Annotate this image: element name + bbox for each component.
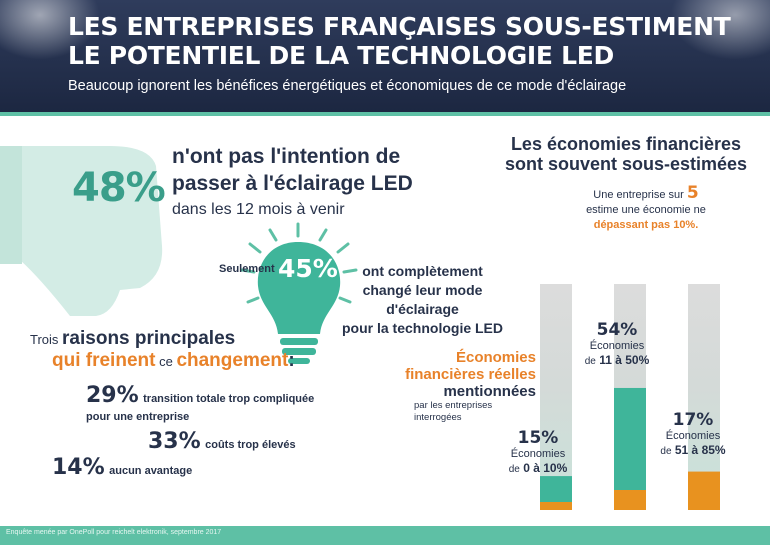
one-in-five-note: Une entreprise sur 5 estime une économie…	[540, 183, 752, 233]
reasons-intro-big: raisons principales	[62, 328, 236, 349]
bar-1-pct: 15%	[517, 428, 559, 448]
stat-48-line-1: n'ont pas l'intention de	[172, 145, 401, 168]
financial-title-line-1: Les économies financières	[510, 134, 742, 154]
bar-2-de: de	[584, 356, 596, 367]
reasons-intro2-big2: changement	[176, 350, 289, 371]
financial-title-line-2: sont souvent sous-estimées	[504, 154, 748, 174]
bar-2-base	[614, 490, 646, 510]
page-title: LES ENTREPRISES FRANÇAISES SOUS-ESTIMENT…	[68, 12, 731, 70]
bar-label-2: 54% Économies de 11 à 50%	[572, 320, 662, 367]
bar-label-1: 15% Économies de 0 à 10%	[496, 428, 580, 475]
stat-45-line-3: d'éclairage	[386, 301, 459, 317]
reason-3-pct: 14%	[52, 455, 105, 480]
stat-45-line-4: pour la technologie LED	[342, 320, 504, 336]
bar-2-pct: 54%	[596, 320, 638, 340]
teal-divider	[0, 112, 770, 116]
bar-fill-2	[614, 387, 646, 510]
source-note: Enquête menée par OnePoll pour reichelt …	[6, 529, 222, 536]
financial-title: Les économies financières sont souvent s…	[498, 134, 754, 174]
bar-label-3: 17% Économies de 51 à 85%	[650, 410, 736, 457]
bar-fill-3	[688, 471, 720, 510]
reasons-heading-1: Trois raisons principales	[30, 328, 235, 350]
stat-48-line-3: dans les 12 mois à venir	[172, 201, 345, 218]
one-in-five-pre: Une entreprise sur	[593, 189, 684, 201]
one-in-five-line-2: estime une économie ne	[586, 204, 706, 216]
reason-1-pct: 29%	[86, 383, 139, 408]
bar-2-eco: Économies	[589, 340, 645, 352]
reasons-colon: :	[288, 350, 295, 371]
stat-45-prefix: Seulement	[219, 263, 275, 275]
bar-3-de: de	[660, 446, 672, 457]
reasons-intro2-big1: qui freinent	[52, 350, 156, 371]
reason-1-text-1: transition totale trop compliquée	[143, 393, 315, 405]
page-subtitle: Beaucoup ignorent les bénéfices énergéti…	[68, 78, 627, 94]
bar-1-de: de	[508, 464, 520, 475]
spotlight-right	[670, 0, 770, 60]
reason-1: 29% transition totale trop compliquée	[86, 383, 314, 408]
footer-bar: Enquête menée par OnePoll pour reichelt …	[0, 526, 770, 545]
bar-3-pct: 17%	[672, 410, 714, 430]
one-in-five-line-3: dépassant pas 10%.	[593, 219, 699, 231]
stat-45-line-2: changé leur mode	[362, 282, 483, 298]
reasons-heading-2: qui freinent ce changement:	[52, 350, 295, 372]
stat-45-percent: 45%	[278, 254, 338, 283]
savings-label-line-3: mentionnées	[443, 383, 536, 400]
stat-45-line-1: ont complètement	[362, 263, 483, 279]
reason-2-text: coûts trop élevés	[205, 439, 296, 451]
title-line-2: LE POTENTIEL DE LA TECHNOLOGIE LED	[68, 41, 614, 70]
title-line-1: LES ENTREPRISES FRANÇAISES SOUS-ESTIMENT	[68, 12, 731, 41]
reasons-intro2-small: ce	[159, 354, 173, 369]
reasons-intro-small: Trois	[30, 332, 59, 347]
stat-48-percent: 48%	[72, 165, 166, 211]
spotlight-left	[0, 0, 100, 60]
bar-1-range: 0 à 10%	[523, 461, 568, 475]
thumbs-down-icon	[0, 146, 163, 316]
stat-45-text: ont complètement changé leur mode d'écla…	[342, 262, 503, 338]
bar-3-range: 51 à 85%	[674, 443, 726, 457]
reason-1-text-2: pour une entreprise	[86, 411, 190, 423]
one-in-five-number: 5	[686, 183, 699, 203]
reason-2: 33% coûts trop élevés	[148, 429, 296, 454]
savings-label-line-1: Économies	[455, 349, 536, 366]
bar-3-eco: Économies	[665, 430, 721, 442]
stat-48-line-2: passer à l'éclairage LED	[172, 172, 413, 195]
savings-label: Économies financières réelles mentionnée…	[378, 349, 536, 424]
reason-3: 14% aucun avantage	[52, 455, 192, 480]
savings-label-line-4: par les entreprises	[414, 400, 493, 411]
reason-3-text: aucun avantage	[109, 465, 193, 477]
savings-label-line-2: financières réelles	[405, 366, 536, 383]
bar-2-range: 11 à 50%	[599, 353, 650, 367]
bar-1-eco: Économies	[510, 448, 566, 460]
bar-track-1	[540, 284, 572, 510]
savings-bar-chart	[540, 284, 720, 510]
light-bulb-icon	[240, 222, 358, 364]
header-banner: LES ENTREPRISES FRANÇAISES SOUS-ESTIMENT…	[0, 0, 770, 112]
bar-1-base	[540, 502, 572, 510]
savings-label-line-5: interrogées	[414, 412, 462, 423]
reason-2-pct: 33%	[148, 429, 201, 454]
